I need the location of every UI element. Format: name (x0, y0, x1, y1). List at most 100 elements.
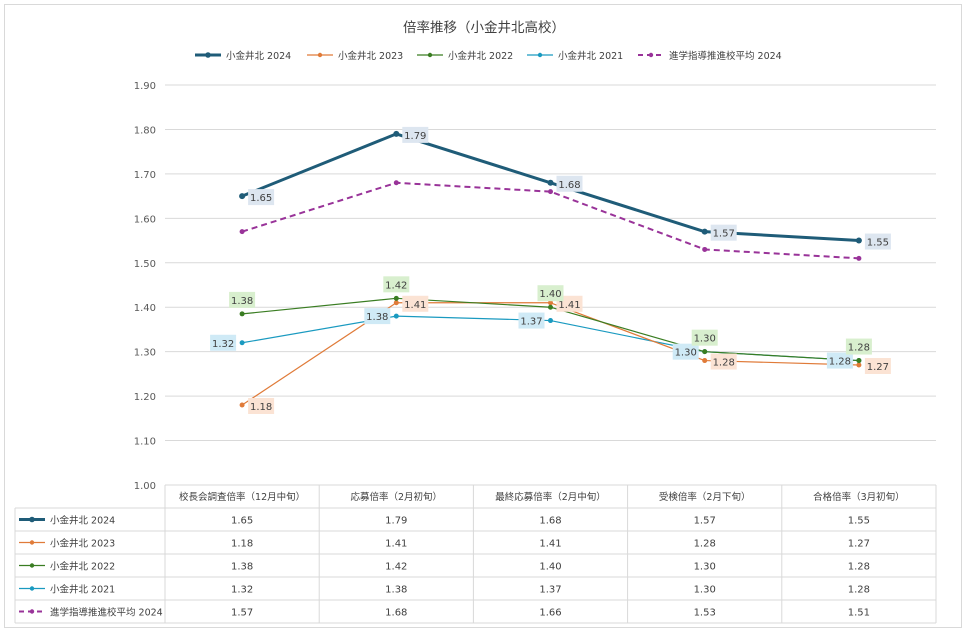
data-label-box (210, 334, 237, 351)
data-label-box (518, 312, 545, 329)
table-cell: 1.28 (848, 562, 870, 573)
data-label-box (710, 353, 737, 370)
table-legend-marker (29, 609, 35, 614)
table-cell: 1.68 (385, 608, 407, 619)
data-point (548, 300, 553, 306)
category-label: 応募倍率（2月初旬） (351, 491, 443, 503)
data-label-text: 1.42 (385, 280, 407, 291)
table-legend-marker (29, 586, 35, 591)
data-point (702, 246, 708, 252)
data-point (856, 358, 862, 364)
table-row: 進学指導推進校平均 2024 1.57 1.68 1.66 1.53 1.51 (19, 607, 870, 619)
data-label-text: 1.38 (231, 296, 253, 307)
data-label: 1.40 (537, 285, 564, 302)
legend-item: 進学指導推進校平均 2024 (638, 50, 782, 62)
legend-item: 小金井北 2023 (307, 50, 403, 62)
data-label-box (864, 358, 891, 374)
data-label-box (229, 291, 256, 308)
data-label-text: 1.57 (713, 229, 735, 240)
table-cell: 1.30 (694, 585, 716, 596)
data-point (855, 237, 862, 244)
y-tick-label: 1.00 (134, 481, 156, 492)
data-point (548, 318, 553, 324)
data-label: 1.41 (402, 295, 429, 312)
data-label: 1.55 (864, 233, 891, 250)
legend: 小金井北 2024 小金井北 2023 小金井北 2022 小金井北 2021 進学指導… (195, 50, 782, 62)
table-cell: 1.18 (231, 539, 253, 550)
data-label: 1.57 (710, 224, 737, 241)
data-label: 1.38 (229, 291, 256, 308)
data-label-box (710, 224, 737, 241)
data-label: 1.28 (710, 353, 737, 370)
data-label-text: 1.30 (694, 334, 716, 345)
legend-item: 小金井北 2024 (195, 50, 291, 62)
table-row-label: 小金井北 2024 (50, 515, 115, 527)
series-4 (239, 180, 862, 261)
data-label: 1.68 (556, 175, 583, 192)
data-point (547, 179, 554, 186)
data-point (702, 358, 708, 364)
y-tick-label: 1.30 (134, 348, 156, 359)
data-label-box (402, 126, 429, 143)
table-row-label: 進学指導推進校平均 2024 (50, 607, 163, 619)
category-label: 合格倍率（3月初旬） (813, 491, 905, 503)
table-cell: 1.30 (694, 562, 716, 573)
table-cell: 1.28 (848, 585, 870, 596)
table-cell: 1.79 (385, 516, 407, 527)
data-label-text: 1.79 (404, 131, 426, 142)
data-label-box (402, 295, 429, 312)
data-label-box (383, 276, 410, 293)
data-label-box (364, 308, 391, 325)
legend-marker (427, 52, 433, 58)
legend-label: 小金井北 2023 (338, 50, 403, 62)
data-table: 校長会調査倍率（12月中旬） 応募倍率（2月初旬） 最終応募倍率（2月中旬） 受検倍率… (14, 484, 937, 624)
legend-item: 小金井北 2022 (417, 50, 513, 62)
y-tick-label: 1.70 (134, 170, 156, 181)
table-cell: 1.41 (539, 539, 561, 550)
y-axis: 1.00 1.10 1.20 1.30 1.40 1.50 1.60 1.70 1.80 1.90 (134, 81, 156, 492)
data-label-text: 1.28 (829, 357, 851, 368)
chart-title: 倍率推移（小金井北高校） (403, 19, 565, 36)
data-point (856, 362, 862, 368)
data-label-box (864, 233, 891, 250)
series-layer: 1.18 1.41 1.41 1.28 1.27 1.32 1.38 1.37 1.30 1.28… (210, 126, 891, 414)
table-row-label: 小金井北 2022 (50, 561, 115, 573)
gridlines (165, 84, 936, 486)
data-point (393, 180, 399, 186)
table-row-label: 小金井北 2021 (50, 584, 115, 596)
data-label-text: 1.28 (848, 343, 870, 354)
series-line (241, 181, 859, 260)
table-cell: 1.57 (694, 516, 716, 527)
category-label: 受検倍率（2月下旬） (659, 491, 751, 503)
data-point (393, 130, 400, 137)
data-label-text: 1.41 (558, 300, 580, 311)
table-cell: 1.66 (539, 608, 561, 619)
data-label-box (826, 352, 853, 369)
category-label: 校長会調査倍率（12月中旬） (179, 491, 305, 503)
table-cell: 1.38 (231, 562, 253, 573)
category-label: 最終応募倍率（2月中旬） (495, 491, 606, 503)
data-label: 1.65 (248, 189, 275, 206)
table-row: 小金井北 2021 1.32 1.38 1.37 1.30 1.28 (19, 584, 870, 596)
table-cell: 1.40 (539, 562, 561, 573)
data-label-text: 1.40 (539, 289, 561, 300)
data-label: 1.27 (864, 358, 891, 374)
legend-marker (537, 52, 543, 58)
table-cell: 1.41 (385, 539, 407, 550)
table-cell: 1.51 (848, 608, 870, 619)
table-row: 小金井北 2022 1.38 1.42 1.40 1.30 1.28 (19, 561, 870, 573)
data-point (548, 189, 553, 195)
data-label-text: 1.30 (675, 348, 697, 359)
data-point (239, 402, 245, 408)
data-label-box (691, 329, 718, 346)
y-tick-label: 1.80 (134, 125, 156, 136)
legend-label: 進学指導推進校平均 2024 (669, 50, 782, 62)
data-point (239, 229, 245, 235)
legend-label: 小金井北 2021 (558, 50, 623, 62)
table-row-label: 小金井北 2023 (50, 538, 115, 550)
table-legend-marker (29, 563, 35, 568)
data-label: 1.28 (826, 352, 853, 369)
data-label-box (248, 398, 275, 414)
table-row: 小金井北 2024 1.65 1.79 1.68 1.57 1.55 (19, 515, 870, 527)
data-label: 1.32 (210, 334, 237, 351)
